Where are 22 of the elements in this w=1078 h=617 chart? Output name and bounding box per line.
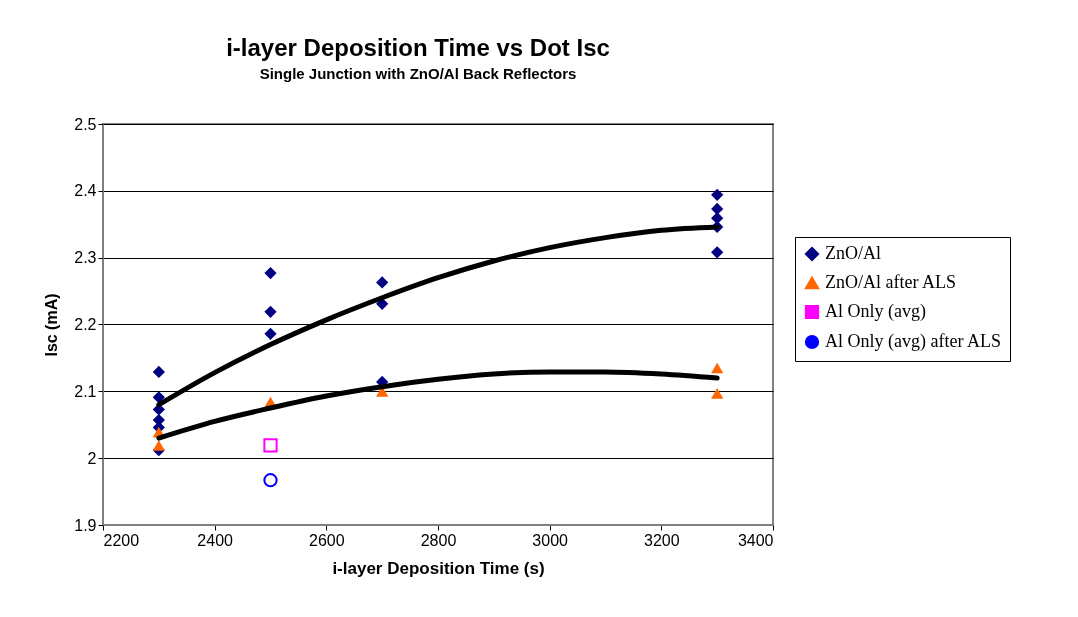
y-tick-label: 2.4 — [74, 182, 97, 200]
x-tick-label: 2600 — [309, 531, 345, 549]
y-axis-title: Isc (mA) — [43, 293, 61, 357]
x-tick-label: 2400 — [197, 531, 234, 549]
chart-subtitle: Single Junction with ZnO/Al Back Reflectors — [259, 65, 577, 82]
y-tick-label: 1.9 — [74, 516, 97, 534]
y-tick-label: 2 — [87, 449, 97, 467]
x-tick-label: 3000 — [532, 531, 569, 549]
x-tick-label: 2800 — [420, 531, 457, 549]
y-tick-label: 2.2 — [74, 316, 97, 333]
x-tick-label: 3400 — [737, 531, 774, 549]
y-tick-label: 2.5 — [74, 115, 97, 133]
x-axis-title: i-layer Deposition Time (s) — [332, 558, 545, 578]
x-tick-label: 2200 — [103, 531, 140, 549]
y-tick-label: 2.3 — [74, 249, 97, 267]
legend-label: ZnO/Al — [825, 243, 881, 263]
y-tick-label: 2.1 — [74, 382, 97, 400]
legend-label: ZnO/Al after ALS — [825, 272, 956, 292]
legend-label: Al Only (avg) — [825, 301, 926, 322]
chart-title: i-layer Deposition Time vs Dot Isc — [226, 34, 610, 61]
x-tick-label: 3200 — [644, 531, 680, 549]
legend-label: Al Only (avg) after ALS — [825, 331, 1001, 352]
